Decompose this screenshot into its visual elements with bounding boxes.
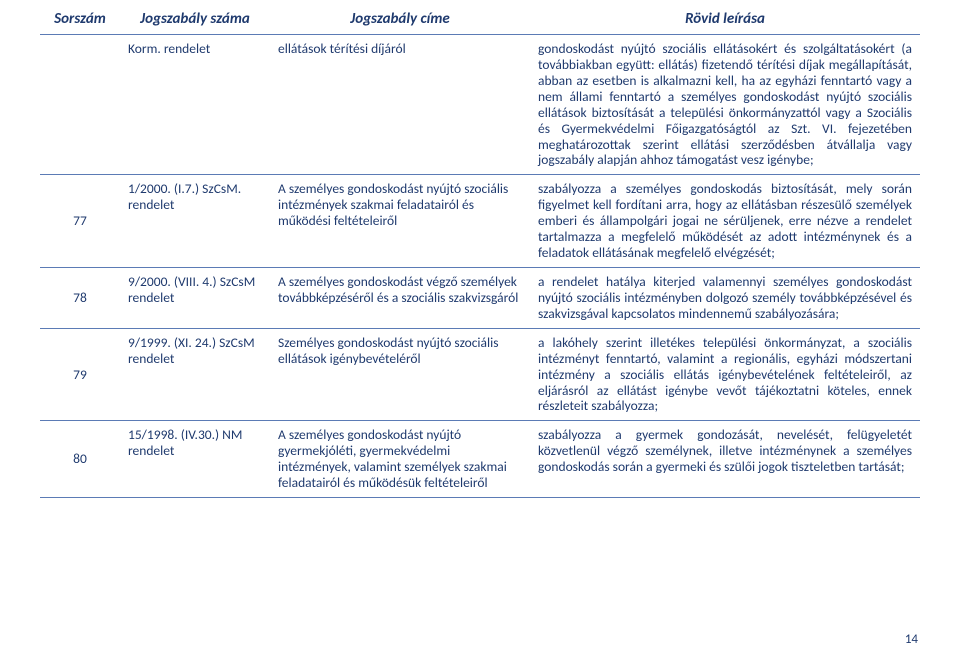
cell-cime: A személyes gondoskodást nyújtó szociáli… bbox=[270, 175, 530, 268]
col-header-cime: Jogszabály címe bbox=[270, 8, 530, 35]
cell-cime: ellátások térítési díjáról bbox=[270, 35, 530, 175]
cell-cime: A személyes gondoskodást nyújtó gyermekj… bbox=[270, 421, 530, 498]
cell-szama: 15/1998. (IV.30.) NM rendelet bbox=[120, 421, 270, 498]
cell-szama: 9/1999. (XI. 24.) SzCsM rendelet bbox=[120, 328, 270, 421]
cell-sorszam bbox=[40, 35, 120, 175]
cell-szama: Korm. rendelet bbox=[120, 35, 270, 175]
cell-sorszam: 79 bbox=[40, 328, 120, 421]
col-header-szama: Jogszabály száma bbox=[120, 8, 270, 35]
table-row: 78 9/2000. (VIII. 4.) SzCsM rendelet A s… bbox=[40, 267, 920, 328]
cell-leiras: szabályozza a személyes gondoskodás bizt… bbox=[530, 175, 920, 268]
col-header-sorszam: Sorszám bbox=[40, 8, 120, 35]
cell-szama: 1/2000. (I.7.) SzCsM. rendelet bbox=[120, 175, 270, 268]
cell-leiras: gondoskodást nyújtó szociális ellátásoké… bbox=[530, 35, 920, 175]
regulation-table: Sorszám Jogszabály száma Jogszabály címe… bbox=[40, 8, 920, 498]
cell-szama: 9/2000. (VIII. 4.) SzCsM rendelet bbox=[120, 267, 270, 328]
table-row: Korm. rendelet ellátások térítési díjáró… bbox=[40, 35, 920, 175]
cell-leiras: szabályozza a gyermek gondozását, nevelé… bbox=[530, 421, 920, 498]
cell-leiras: a lakóhely szerint illetékes települési … bbox=[530, 328, 920, 421]
page-number: 14 bbox=[905, 632, 918, 647]
document-page: Sorszám Jogszabály száma Jogszabály címe… bbox=[0, 0, 960, 657]
cell-sorszam: 80 bbox=[40, 421, 120, 498]
cell-sorszam: 78 bbox=[40, 267, 120, 328]
table-header-row: Sorszám Jogszabály száma Jogszabály címe… bbox=[40, 8, 920, 35]
table-row: 80 15/1998. (IV.30.) NM rendelet A szemé… bbox=[40, 421, 920, 498]
col-header-leiras: Rövid leírása bbox=[530, 8, 920, 35]
cell-sorszam: 77 bbox=[40, 175, 120, 268]
table-row: 77 1/2000. (I.7.) SzCsM. rendelet A szem… bbox=[40, 175, 920, 268]
cell-leiras: a rendelet hatálya kiterjed valamennyi s… bbox=[530, 267, 920, 328]
table-row: 79 9/1999. (XI. 24.) SzCsM rendelet Szem… bbox=[40, 328, 920, 421]
cell-cime: A személyes gondoskodást végző személyek… bbox=[270, 267, 530, 328]
cell-cime: Személyes gondoskodást nyújtó szociális … bbox=[270, 328, 530, 421]
